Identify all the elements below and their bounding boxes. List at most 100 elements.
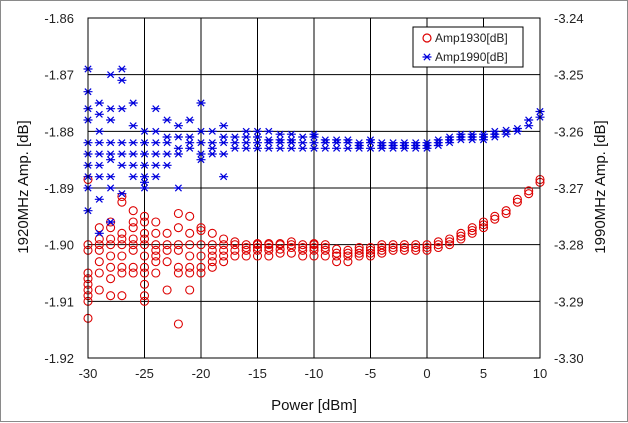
data-point-amp1930 bbox=[139, 217, 150, 227]
data-point-amp1990 bbox=[377, 144, 387, 152]
data-point-amp1930 bbox=[411, 242, 421, 253]
data-point-amp1930 bbox=[490, 211, 500, 221]
data-point-amp1930 bbox=[332, 251, 342, 261]
data-point-amp1990 bbox=[332, 139, 342, 147]
data-point-amp1990 bbox=[253, 127, 262, 135]
data-point-amp1990 bbox=[196, 127, 206, 135]
data-point-amp1930 bbox=[365, 251, 376, 261]
data-point-amp1990 bbox=[151, 105, 161, 113]
data-point-amp1930 bbox=[456, 228, 466, 238]
data-point-amp1930 bbox=[377, 245, 387, 255]
data-point-amp1930 bbox=[241, 240, 251, 250]
data-point-amp1990 bbox=[219, 150, 229, 158]
data-point-amp1990 bbox=[140, 139, 149, 147]
data-point-amp1930 bbox=[196, 240, 206, 250]
data-point-amp1930 bbox=[173, 240, 183, 250]
data-point-amp1990 bbox=[94, 139, 104, 147]
data-point-amp1930 bbox=[377, 248, 387, 258]
data-point-amp1930 bbox=[512, 197, 522, 207]
data-point-amp1930 bbox=[456, 231, 466, 241]
data-point-amp1930 bbox=[139, 251, 150, 261]
data-point-amp1930 bbox=[252, 240, 263, 250]
data-point-amp1990 bbox=[230, 144, 240, 152]
data-point-amp1930 bbox=[467, 228, 477, 238]
data-point-amp1990 bbox=[343, 144, 353, 152]
data-point-amp1930 bbox=[139, 296, 150, 306]
y-left-tick-label: -1.91 bbox=[44, 294, 74, 309]
data-point-amp1930 bbox=[388, 245, 398, 255]
data-point-amp1930 bbox=[106, 262, 116, 272]
data-point-amp1930 bbox=[207, 240, 217, 250]
data-point-amp1990 bbox=[207, 150, 217, 158]
data-point-amp1930 bbox=[173, 208, 183, 219]
data-point-amp1990 bbox=[162, 133, 172, 141]
y-left-tick-label: -1.92 bbox=[44, 351, 74, 366]
data-point-amp1990 bbox=[94, 229, 104, 237]
data-point-amp1990 bbox=[219, 139, 229, 147]
data-point-amp1930 bbox=[219, 251, 229, 261]
data-point-amp1930 bbox=[106, 251, 116, 261]
data-point-amp1990 bbox=[219, 122, 229, 130]
data-point-amp1990 bbox=[286, 144, 296, 152]
data-point-amp1930 bbox=[207, 245, 217, 255]
data-point-amp1930 bbox=[128, 268, 138, 278]
data-point-amp1990 bbox=[117, 76, 127, 84]
data-point-amp1930 bbox=[354, 251, 364, 261]
data-point-amp1930 bbox=[173, 245, 183, 255]
data-point-amp1930 bbox=[478, 217, 489, 227]
legend: Amp1930[dB] Amp1990[dB] bbox=[412, 26, 524, 68]
data-point-amp1930 bbox=[252, 251, 263, 261]
data-point-amp1930 bbox=[185, 211, 195, 221]
data-point-amp1930 bbox=[275, 248, 285, 258]
data-point-amp1990 bbox=[173, 150, 183, 158]
data-point-amp1930 bbox=[490, 214, 500, 224]
data-point-amp1930 bbox=[162, 285, 172, 295]
data-point-amp1930 bbox=[524, 186, 534, 196]
data-point-amp1990 bbox=[490, 133, 500, 141]
data-point-amp1990 bbox=[94, 173, 104, 181]
data-point-amp1930 bbox=[219, 245, 229, 255]
data-point-amp1990 bbox=[253, 144, 262, 152]
data-point-amp1990 bbox=[140, 150, 149, 158]
data-point-amp1990 bbox=[117, 161, 127, 169]
y-right-tick-label: -3.27 bbox=[554, 181, 584, 196]
data-point-amp1930 bbox=[173, 268, 183, 278]
x-tick-label: -10 bbox=[305, 366, 324, 381]
data-point-amp1990 bbox=[106, 184, 116, 192]
data-point-amp1930 bbox=[151, 257, 161, 267]
data-point-amp1990 bbox=[230, 133, 240, 141]
data-point-amp1990 bbox=[219, 133, 229, 141]
data-point-amp1930 bbox=[354, 248, 364, 258]
data-point-amp1990 bbox=[94, 127, 104, 135]
data-point-amp1990 bbox=[275, 139, 285, 147]
data-point-amp1930 bbox=[117, 191, 127, 202]
data-point-amp1930 bbox=[252, 245, 263, 255]
data-point-amp1930 bbox=[117, 197, 127, 207]
data-point-amp1990 bbox=[207, 144, 217, 152]
data-point-amp1990 bbox=[196, 139, 206, 147]
legend-circle-marker bbox=[422, 33, 432, 43]
data-point-amp1990 bbox=[162, 139, 172, 147]
data-point-amp1930 bbox=[320, 251, 330, 261]
data-point-amp1990 bbox=[298, 139, 308, 147]
data-point-amp1990 bbox=[185, 133, 195, 141]
y-right-tick-label: -3.26 bbox=[554, 124, 584, 139]
data-point-amp1990 bbox=[366, 139, 375, 147]
x-tick-label: -30 bbox=[79, 366, 98, 381]
data-point-amp1930 bbox=[388, 240, 398, 250]
data-point-amp1990 bbox=[445, 139, 455, 147]
y-right-axis-label: 1990MHz Amp. [dB] bbox=[592, 120, 609, 253]
data-point-amp1990 bbox=[467, 136, 477, 144]
data-point-amp1930 bbox=[128, 234, 138, 244]
data-point-amp1990 bbox=[128, 139, 138, 147]
data-point-amp1990 bbox=[162, 116, 172, 124]
data-point-amp1930 bbox=[207, 228, 217, 238]
data-point-amp1930 bbox=[151, 240, 161, 250]
data-point-amp1990 bbox=[512, 127, 522, 135]
data-point-amp1990 bbox=[196, 150, 206, 158]
data-point-amp1990 bbox=[151, 127, 161, 135]
data-point-amp1930 bbox=[139, 279, 150, 289]
plot-border bbox=[87, 17, 541, 359]
data-point-amp1930 bbox=[106, 240, 116, 250]
legend-label-amp1990: Amp1990[dB] bbox=[435, 50, 508, 64]
